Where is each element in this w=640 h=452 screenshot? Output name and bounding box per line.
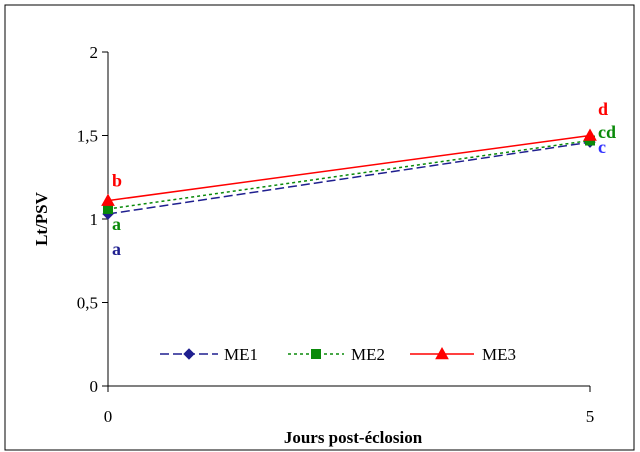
legend-marker-me3 [435,346,449,360]
legend-marker-me2 [311,349,321,359]
significance-label: d [598,99,608,119]
y-tick-label: 1,5 [77,127,98,146]
data-point-me3 [583,128,597,141]
significance-label: cd [598,122,616,142]
x-tick-label: 0 [104,407,113,426]
y-tick-label: 2 [90,43,99,62]
x-axis-title: Jours post-éclosion [284,428,423,447]
y-axis-title: Lt/PSV [32,191,51,246]
y-tick-label: 1 [90,210,99,229]
y-tick-label: 0,5 [77,294,98,313]
significance-label: b [112,171,122,191]
series-line-me1 [107,141,591,215]
legend-label: ME2 [351,345,385,364]
significance-label: a [112,239,121,259]
significance-label: c [598,137,606,157]
legend-label: ME1 [224,345,258,364]
series-line-me3 [107,134,591,202]
significance-label: a [112,214,121,234]
chart-frame [4,4,635,451]
data-point-me3 [101,193,115,206]
legend-label: ME3 [482,345,516,364]
y-tick-label: 0 [90,377,99,396]
x-tick-label: 5 [586,407,595,426]
legend-marker-me1 [183,348,195,360]
